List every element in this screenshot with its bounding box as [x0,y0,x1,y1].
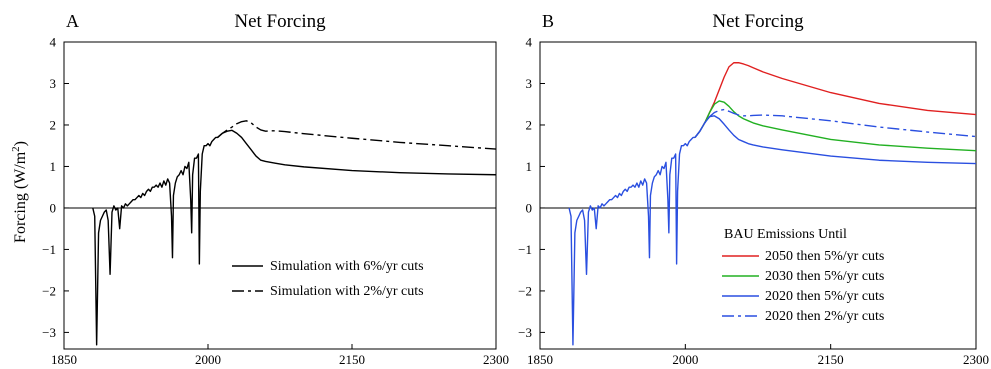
panel-b-y-tick-label: 3 [526,76,533,91]
panel-a-letter: A [66,11,79,31]
panel-b-y-tick-label: −1 [518,242,532,257]
panel-b-y-tick-label: 4 [526,35,533,50]
panel-a-y-tick-label: 0 [50,200,57,215]
panel-b-legend-label-4: 2020 then 2%/yr cuts [765,309,884,324]
panel-b-title: Net Forcing [712,11,804,32]
panel-b-x-tick-label: 2300 [963,352,989,367]
panel-b-series-line-0 [568,136,696,346]
panel-b-x-tick-label: 1850 [527,352,553,367]
panel-a-legend-label-1: Simulation with 2%/yr cuts [270,284,424,299]
panel-b-y-tick-label: 1 [526,159,533,174]
panel-a-y-tick-label: 2 [50,117,57,132]
panel-a-x-tick-label: 1850 [51,352,77,367]
panel-b-y-tick-label: 2 [526,117,533,132]
panel-a-title: Net Forcing [234,11,326,32]
panel-b-legend-label-1: 2050 then 5%/yr cuts [765,249,884,264]
panel-a-y-tick-label: −1 [42,242,56,257]
panel-a-y-tick-label: −3 [42,325,56,340]
y-axis-label: Forcing (W/m2) [10,141,29,243]
panel-b-legend-title: BAU Emissions Until [724,227,847,242]
panel-b-legend-label-3: 2020 then 5%/yr cuts [765,289,884,304]
panel-b-x-tick-label: 2000 [672,352,698,367]
panel-b-series-line-2 [694,100,977,152]
panel-a-x-tick-label: 2300 [483,352,509,367]
panel-a-plot-frame [63,41,497,350]
panel-b-series-line-1 [694,62,977,138]
panel-b-series-line-4 [694,108,977,138]
panel-b-legend-label-2: 2030 then 5%/yr cuts [765,269,884,284]
panel-a-series-line-1 [217,120,497,150]
panel-a-y-tick-label: 1 [50,159,57,174]
panel-b-letter: B [542,11,554,31]
panel-b-y-tick-label: 0 [526,200,533,215]
panel-b-plot-frame [539,41,977,350]
panel-b-y-tick-label: −3 [518,325,532,340]
panel-a-x-tick-label: 2150 [339,352,365,367]
panel-b-y-tick-label: −2 [518,283,532,298]
panel-a-series-line-0 [92,129,497,346]
panel-a-y-tick-label: 4 [50,35,57,50]
panel-b-x-tick-label: 2150 [818,352,844,367]
panel-a-x-tick-label: 2000 [195,352,221,367]
panel-a-legend-label-0: Simulation with 6%/yr cuts [270,259,424,274]
panel-a-y-tick-label: −2 [42,283,56,298]
panel-a-y-tick-label: 3 [50,76,57,91]
